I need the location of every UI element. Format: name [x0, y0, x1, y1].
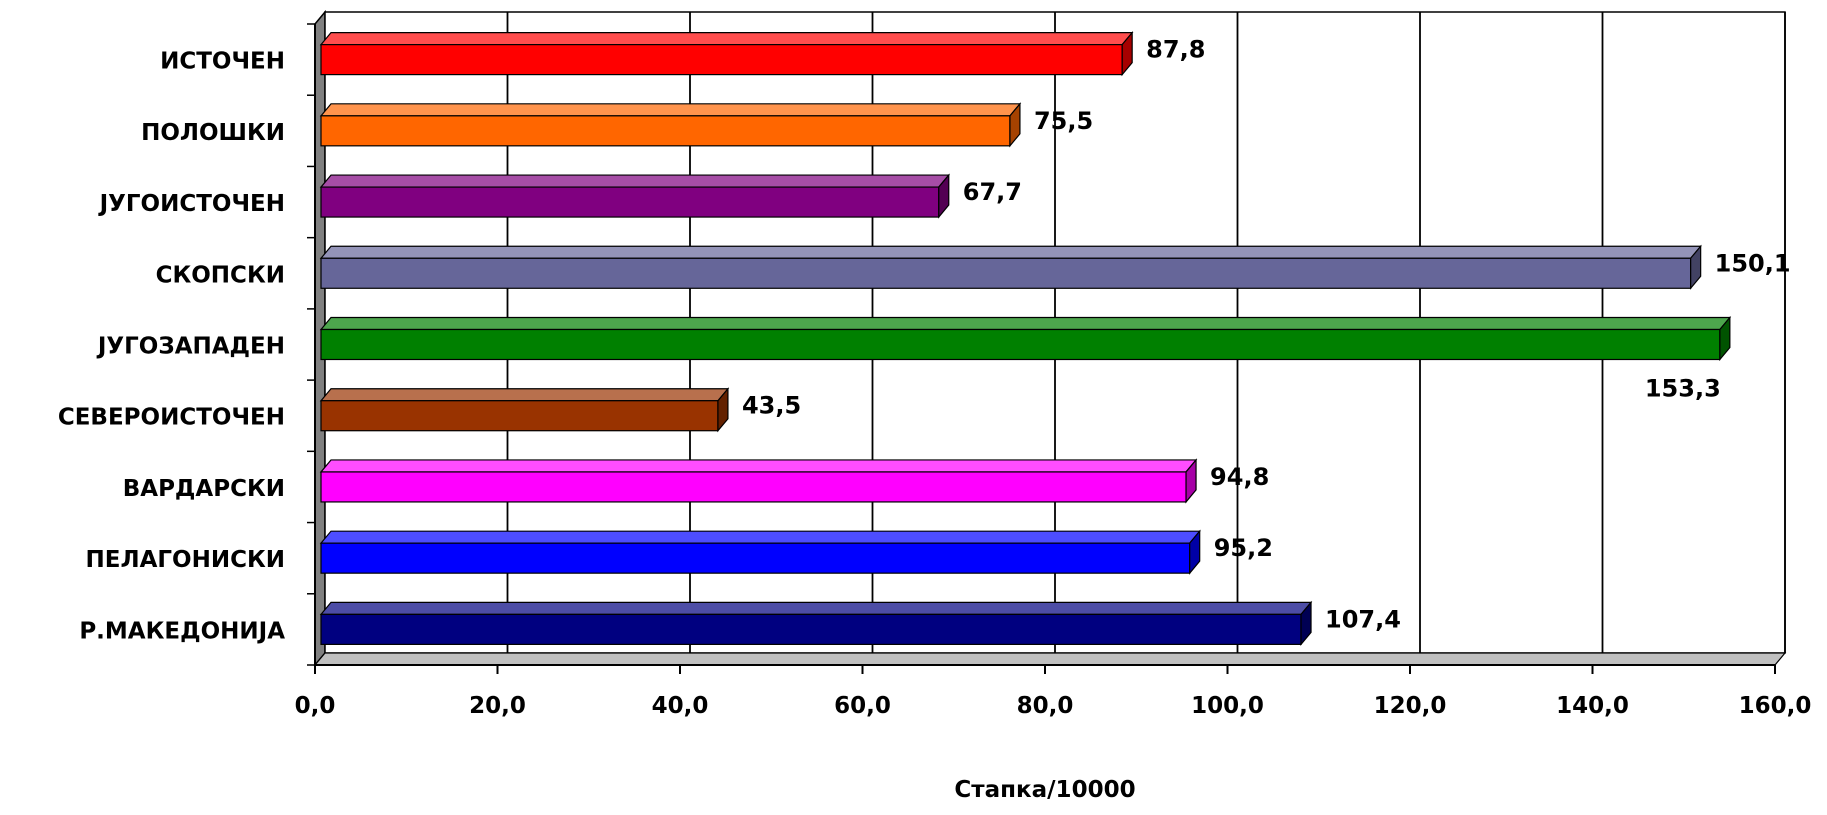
x-tick-label: 120,0	[1374, 693, 1447, 719]
data-label: 87,8	[1146, 36, 1205, 64]
bar	[319, 458, 1198, 504]
bar-front	[320, 44, 1123, 76]
bar-top	[319, 530, 1201, 544]
bar-top	[319, 316, 1732, 331]
bar-side	[938, 173, 950, 219]
bar	[319, 315, 1732, 362]
bar-side	[1189, 529, 1201, 575]
floor	[313, 652, 1787, 666]
bar-top	[319, 245, 1702, 259]
bar-side	[717, 387, 729, 433]
bar-top	[319, 388, 730, 402]
category-label: ВАРДАРСКИ	[123, 476, 285, 502]
data-label: 43,5	[742, 392, 801, 420]
data-label: 107,4	[1325, 605, 1401, 633]
bar	[319, 102, 1022, 148]
bar-top	[319, 459, 1198, 473]
x-tick-label: 20,0	[469, 693, 526, 719]
bar	[319, 529, 1201, 575]
category-label: ПОЛОШКИ	[141, 120, 285, 146]
category-label: СКОПСКИ	[156, 262, 285, 288]
x-axis-title: Стапка/10000	[954, 777, 1135, 803]
chart-floor	[313, 652, 1787, 666]
bar-front	[320, 186, 940, 218]
bar-side	[1185, 458, 1197, 504]
x-tick-label: 0,0	[295, 693, 336, 719]
bar-front	[320, 400, 719, 432]
data-label: 150,1	[1715, 249, 1791, 277]
x-tick-label: 60,0	[834, 693, 891, 719]
bar-front	[320, 257, 1692, 289]
category-label: СЕВЕРОИСТОЧЕН	[58, 405, 285, 431]
data-label: 67,7	[963, 178, 1022, 206]
bar-front	[320, 115, 1011, 147]
bar	[319, 600, 1313, 647]
bar-side	[1300, 600, 1312, 647]
bar-side	[1719, 315, 1731, 362]
x-tick-label: 80,0	[1017, 693, 1074, 719]
bar	[319, 244, 1702, 290]
bar	[319, 387, 730, 433]
bar	[319, 173, 951, 219]
x-tick-label: 140,0	[1556, 693, 1629, 719]
bar-front	[320, 542, 1191, 574]
bar-front	[320, 613, 1302, 645]
category-label: ЈУГОЗАПАДЕН	[96, 334, 285, 360]
x-tick-label: 160,0	[1739, 693, 1812, 719]
data-label: 153,3	[1645, 375, 1721, 403]
category-label: ЈУГОИСТОЧЕН	[98, 191, 285, 217]
bar-top	[319, 174, 951, 188]
bar-top	[319, 601, 1313, 615]
bar-side	[1690, 244, 1702, 290]
bar-top	[319, 103, 1022, 117]
category-label: ПЕЛАГОНИСКИ	[86, 547, 286, 573]
data-label: 75,5	[1034, 107, 1093, 135]
bar	[319, 30, 1134, 77]
bar-side	[1121, 30, 1133, 77]
axes	[307, 23, 1776, 674]
data-label: 95,2	[1214, 534, 1273, 562]
x-tick-label: 100,0	[1191, 693, 1264, 719]
x-tick-labels: 0,0 20,0 40,0 60,0 80,0 100,0 120,0 140,0 160,0	[295, 693, 1812, 719]
bars	[319, 30, 1732, 647]
x-tick-label: 40,0	[652, 693, 709, 719]
bar-front	[320, 471, 1187, 503]
category-label: ИСТОЧЕН	[160, 49, 285, 75]
category-label: Р.МАКЕДОНИЈА	[79, 618, 285, 644]
data-label: 94,8	[1210, 463, 1269, 491]
data-labels: 87,8 75,5 67,7 150,1 153,3 43,5 94,8 95,2 107,4	[742, 36, 1791, 634]
bar-front	[320, 328, 1721, 361]
bar-top	[319, 32, 1134, 46]
bar-side	[1009, 102, 1021, 148]
category-labels: ИСТОЧЕН ПОЛОШКИ ЈУГОИСТОЧЕН СКОПСКИ ЈУГОЗАПА…	[58, 49, 285, 645]
